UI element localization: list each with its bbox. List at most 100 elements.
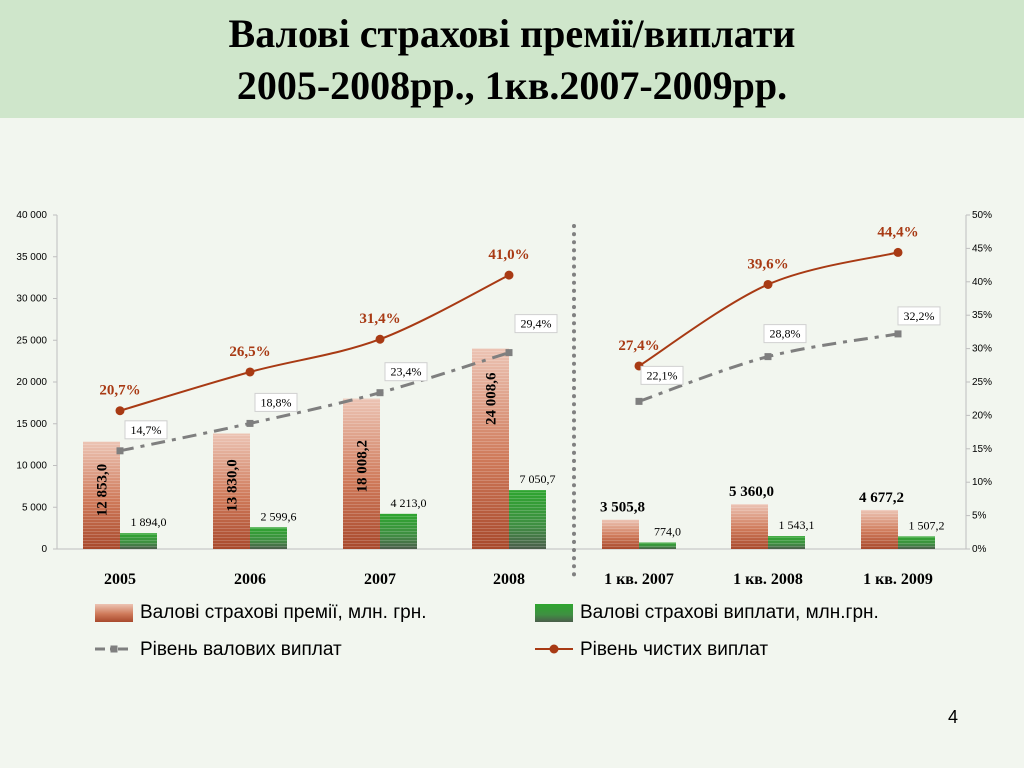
marker-net-level <box>893 247 903 257</box>
gross-data-label: 32,2% <box>904 309 935 323</box>
premium-data-label: 24 008,6 <box>484 372 500 425</box>
bar-premiums-texture <box>861 509 898 549</box>
marker-gross-level <box>764 353 772 361</box>
y-left-tick-label: 5 000 <box>22 502 47 513</box>
x-tick-label: 1 кв. 2007 <box>604 571 674 588</box>
marker-gross-level <box>505 349 513 357</box>
bar-premiums-texture <box>213 433 250 549</box>
net-data-label: 26,5% <box>229 344 270 360</box>
gross-data-label: 23,4% <box>391 365 422 379</box>
gross-data-label: 14,7% <box>131 423 162 437</box>
y-left-tick-label: 30 000 <box>16 294 47 305</box>
gross-data-label: 18,8% <box>261 395 292 409</box>
bar-payouts-texture <box>768 536 805 549</box>
y-left-tick-label: 20 000 <box>16 377 47 388</box>
net-data-label: 44,4% <box>877 224 918 240</box>
legend-label-gross-level: Рівень валових виплат <box>140 639 342 660</box>
line-gross-level <box>119 351 510 453</box>
bar-premiums-texture <box>731 504 768 549</box>
x-tick-label: 1 кв. 2008 <box>733 571 803 588</box>
marker-net-level <box>375 334 385 344</box>
payout-data-label: 2 599,6 <box>261 509 297 523</box>
x-tick-label: 1 кв. 2009 <box>863 571 933 588</box>
premium-data-label: 13 830,0 <box>225 459 241 512</box>
y-left-tick-label: 0 <box>41 544 47 555</box>
legend-label-premiums: Валові страхові премії, млн. грн. <box>140 602 427 623</box>
y-right-tick-label: 25% <box>972 377 992 388</box>
marker-gross-level <box>894 330 902 338</box>
bar-premiums-texture <box>83 441 120 549</box>
x-tick-label: 2007 <box>364 571 396 588</box>
bar-payouts-texture <box>639 542 676 549</box>
legend-swatch-premiums <box>95 604 133 622</box>
gross-data-label: 28,8% <box>770 327 801 341</box>
net-data-label: 39,6% <box>747 256 788 272</box>
bar-premiums-texture <box>602 519 639 549</box>
net-data-label: 41,0% <box>488 247 529 263</box>
x-tick-label: 2006 <box>234 571 266 588</box>
legend-swatch-payouts <box>535 604 573 622</box>
bar-premiums-texture <box>472 348 509 549</box>
line-net-level <box>119 274 510 412</box>
title-bar: Валові страхові премії/виплати 2005-2008… <box>0 0 1024 118</box>
y-left-tick-label: 15 000 <box>16 419 47 430</box>
gross-label-box <box>254 392 298 412</box>
legend-label-payouts: Валові страхові виплати, млн.грн. <box>580 602 879 623</box>
y-right-tick-label: 15% <box>972 444 992 455</box>
y-right-tick-label: 45% <box>972 243 992 254</box>
gross-label-box <box>514 314 558 334</box>
x-tick-label: 2005 <box>104 571 136 588</box>
premium-data-label: 4 677,2 <box>859 490 904 506</box>
premium-data-label: 12 853,0 <box>95 464 111 517</box>
y-right-tick-label: 35% <box>972 310 992 321</box>
y-right-tick-label: 30% <box>972 344 992 355</box>
y-left-tick-label: 35 000 <box>16 252 47 263</box>
y-right-tick-label: 5% <box>972 511 987 522</box>
bar-payouts-texture <box>380 513 417 549</box>
y-right-tick-label: 40% <box>972 277 992 288</box>
premium-data-label: 3 505,8 <box>600 500 645 516</box>
page-number: 4 <box>948 707 959 727</box>
y-right-tick-label: 50% <box>972 210 992 221</box>
gross-label-box <box>640 365 684 385</box>
legend-marker-net-level <box>549 644 559 654</box>
marker-gross-level <box>246 419 254 427</box>
payout-data-label: 1 543,1 <box>779 518 815 532</box>
page-title-line2: 2005-2008рр., 1кв.2007-2009рр. <box>236 63 788 108</box>
gross-label-box <box>124 420 168 440</box>
net-data-label: 31,4% <box>359 311 400 327</box>
payout-data-label: 1 507,2 <box>909 518 945 532</box>
bar-payouts-texture <box>509 490 546 549</box>
payout-data-label: 4 213,0 <box>391 496 427 510</box>
legend-label-net-level: Рівень чистих виплат <box>580 639 769 660</box>
legend-marker-gross-level <box>110 645 118 653</box>
bar-payouts-texture <box>898 536 935 549</box>
gross-label-box <box>763 324 807 344</box>
gross-label-box <box>384 362 428 382</box>
net-data-label: 20,7% <box>99 383 140 399</box>
marker-net-level <box>504 270 514 280</box>
marker-gross-level <box>116 447 124 455</box>
gross-data-label: 22,1% <box>647 368 678 382</box>
marker-net-level <box>245 367 255 377</box>
bar-premiums-texture <box>343 398 380 549</box>
x-tick-label: 2008 <box>493 571 525 588</box>
bar-payouts-texture <box>120 533 157 549</box>
gross-label-box <box>897 306 941 326</box>
marker-net-level <box>115 406 125 416</box>
premium-data-label: 5 360,0 <box>729 484 774 500</box>
marker-gross-level <box>635 397 643 405</box>
y-left-tick-label: 25 000 <box>16 335 47 346</box>
marker-net-level <box>763 279 773 289</box>
bar-payouts-texture <box>250 527 287 549</box>
payout-data-label: 7 050,7 <box>520 472 556 486</box>
y-right-tick-label: 20% <box>972 410 992 421</box>
marker-gross-level <box>376 389 384 397</box>
payout-data-label: 774,0 <box>654 525 681 539</box>
y-right-tick-label: 10% <box>972 477 992 488</box>
gross-data-label: 29,4% <box>521 317 552 331</box>
net-data-label: 27,4% <box>618 338 659 354</box>
payout-data-label: 1 894,0 <box>131 515 167 529</box>
y-right-tick-label: 0% <box>972 544 987 555</box>
